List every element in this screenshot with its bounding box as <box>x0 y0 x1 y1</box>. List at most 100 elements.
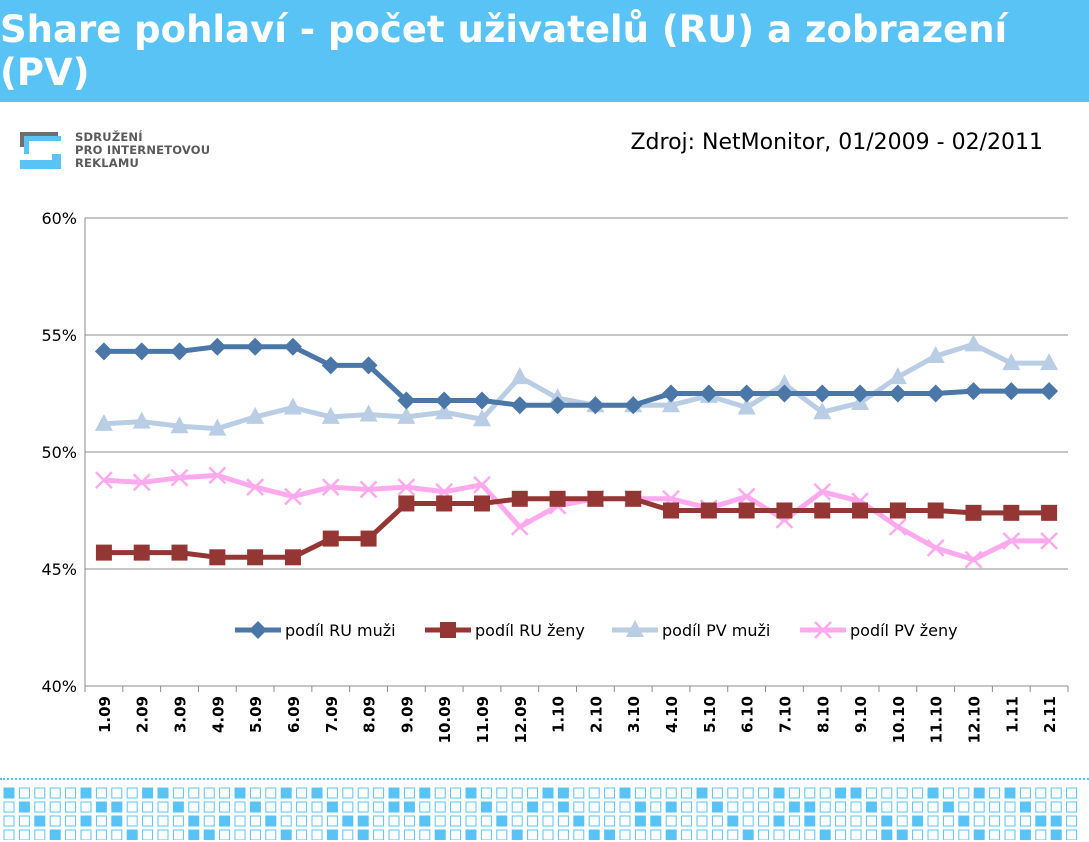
footer-square <box>3 787 15 799</box>
series-3-point <box>964 334 983 352</box>
series-1-point <box>1002 382 1021 401</box>
footer-square <box>326 815 338 827</box>
footer-square <box>373 829 385 840</box>
footer-square <box>881 787 893 799</box>
footer-square <box>357 787 369 799</box>
footer-square <box>711 801 723 813</box>
footer-square <box>65 829 77 840</box>
series-4-point <box>510 517 529 536</box>
footer-square <box>311 829 323 840</box>
series-1-point <box>359 356 378 375</box>
series-line-3 <box>103 341 1050 432</box>
series-line-2 <box>103 496 1050 560</box>
footer-square <box>403 815 415 827</box>
y-tick-label: 40% <box>41 677 77 696</box>
footer-square <box>681 801 693 813</box>
x-tick-label: 5.09 <box>247 696 265 733</box>
footer-square <box>681 787 693 799</box>
series-1-point <box>510 396 529 415</box>
footer-square <box>681 829 693 840</box>
series-3-point <box>472 409 491 427</box>
footer-square <box>804 815 816 827</box>
legend-marker <box>814 621 832 639</box>
series-1-point <box>283 337 302 356</box>
footer-square <box>126 815 138 827</box>
footer-square <box>49 787 61 799</box>
series-2-point <box>776 502 793 519</box>
y-tick-label: 50% <box>41 443 77 462</box>
series-1-point <box>132 342 151 361</box>
footer-square <box>881 801 893 813</box>
series-1-point <box>964 382 983 401</box>
footer-square <box>465 829 477 840</box>
footer-square <box>850 801 862 813</box>
series-3-point <box>283 397 302 415</box>
series-3-point <box>737 397 756 415</box>
footer-square <box>912 787 924 799</box>
footer-square <box>727 801 739 813</box>
series-1-point <box>662 384 681 403</box>
footer-square <box>1050 829 1062 840</box>
footer-square <box>111 815 123 827</box>
x-tick-label: 9.10 <box>852 696 870 733</box>
footer-square <box>419 815 431 827</box>
x-tick-label: 2.10 <box>587 696 605 733</box>
footer-square <box>265 801 277 813</box>
footer-square <box>665 801 677 813</box>
footer-square <box>326 829 338 840</box>
footer-square <box>619 829 631 840</box>
footer-square <box>1004 801 1016 813</box>
footer-square <box>496 801 508 813</box>
series-3-point <box>888 367 907 385</box>
footer-square <box>34 801 46 813</box>
footer-square <box>896 829 908 840</box>
footer-square <box>265 787 277 799</box>
footer-square <box>95 829 107 840</box>
footer-square <box>912 829 924 840</box>
footer-square <box>450 829 462 840</box>
footer-square <box>989 787 1001 799</box>
footer-square <box>18 815 30 827</box>
footer-decoration <box>0 778 1089 842</box>
footer-square <box>835 829 847 840</box>
footer-square <box>126 787 138 799</box>
y-tick-label: 60% <box>41 209 77 228</box>
footer-square <box>1035 787 1047 799</box>
footer-square <box>188 801 200 813</box>
footer-square <box>835 801 847 813</box>
footer-square <box>249 801 261 813</box>
footer-square <box>511 787 523 799</box>
footer-square <box>989 815 1001 827</box>
footer-square <box>758 829 770 840</box>
footer-square <box>989 829 1001 840</box>
series-3-point <box>775 374 794 392</box>
footer-square <box>912 815 924 827</box>
footer-square <box>927 801 939 813</box>
footer-square <box>419 787 431 799</box>
footer-square <box>634 787 646 799</box>
series-1-point <box>246 337 265 356</box>
footer-square <box>819 829 831 840</box>
footer-square <box>1035 801 1047 813</box>
footer-square <box>835 815 847 827</box>
x-tick-label: 7.10 <box>776 696 794 733</box>
footer-square <box>619 815 631 827</box>
footer-square <box>989 801 1001 813</box>
footer-square <box>573 815 585 827</box>
footer-square <box>1004 815 1016 827</box>
footer-square <box>1019 829 1031 840</box>
series-2-point <box>322 530 339 547</box>
footer-square <box>203 801 215 813</box>
footer-square <box>542 829 554 840</box>
series-3-point <box>1040 353 1059 371</box>
legend-marker <box>626 620 644 637</box>
x-tick-label: 8.09 <box>361 696 379 733</box>
footer-square <box>527 787 539 799</box>
series-3-point <box>321 406 340 424</box>
footer-square <box>696 829 708 840</box>
footer-square <box>696 815 708 827</box>
footer-square <box>588 787 600 799</box>
series-2-point <box>889 502 906 519</box>
footer-square <box>1050 787 1062 799</box>
series-2-point <box>95 544 112 561</box>
